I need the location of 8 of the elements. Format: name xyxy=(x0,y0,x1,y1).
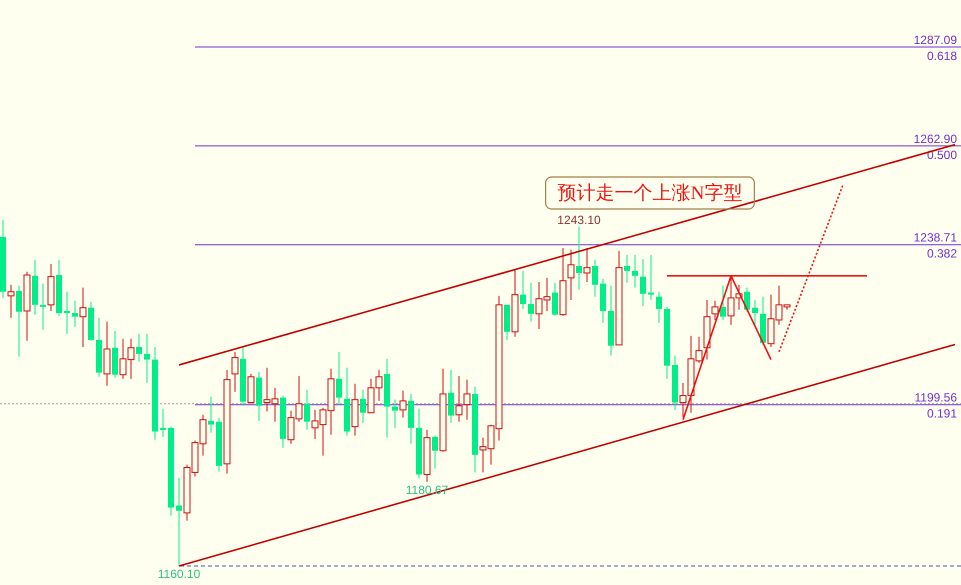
ref-line-label: 1199.56 0.191 xyxy=(914,390,958,421)
annotation: 1243.10 xyxy=(557,212,602,227)
annotation: 1160.10 xyxy=(158,567,201,581)
ref-line-label: 1238.71 0.382 xyxy=(914,230,958,261)
ref-line-label: 1287.09 0.618 xyxy=(914,33,958,63)
ref-line-label: 1262.90 0.500 xyxy=(914,132,958,162)
annotation: 1180.67 xyxy=(406,482,449,497)
annotation: 预计走一个上涨N字型 xyxy=(558,182,742,204)
